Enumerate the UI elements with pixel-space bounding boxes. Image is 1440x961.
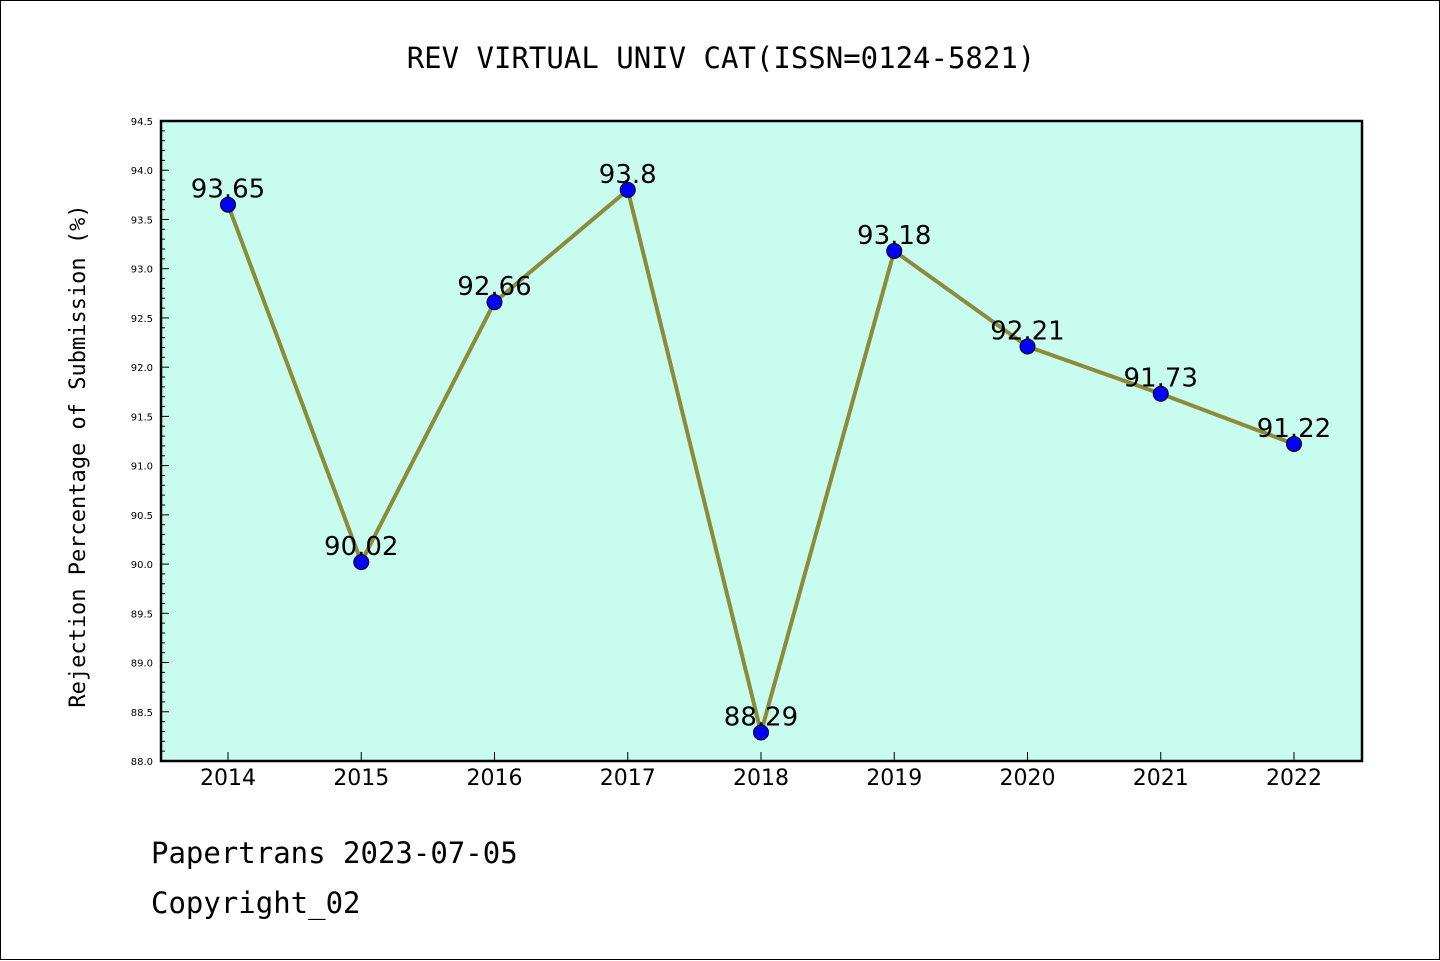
x-axis: 2014 2015 2016 2017 2018 2019 2020 2021 2022 bbox=[200, 752, 1322, 791]
y-axis-label: Rejection Percentage of Submission (%) bbox=[66, 204, 91, 707]
data-labels: 93.65 90.02 92.66 93.8 88.29 93.18 92.21 91.73 9… bbox=[191, 160, 1331, 733]
y-tick-label: 90.5 bbox=[131, 511, 153, 522]
x-tick-label: 2021 bbox=[1133, 766, 1189, 791]
x-tick-label: 2017 bbox=[600, 766, 656, 791]
y-tick-label: 89.5 bbox=[131, 609, 153, 620]
y-tick-label: 94.0 bbox=[131, 166, 153, 177]
data-point bbox=[1019, 338, 1036, 355]
y-tick-label: 92.5 bbox=[131, 314, 153, 325]
data-point bbox=[1286, 435, 1302, 452]
data-point bbox=[619, 181, 636, 198]
chart-title: REV VIRTUAL UNIV CAT(ISSN=0124-5821) bbox=[407, 41, 1036, 75]
data-label: 93.8 bbox=[599, 160, 657, 190]
y-tick-label: 94.5 bbox=[131, 117, 153, 128]
data-point bbox=[886, 242, 903, 259]
data-label: 91.22 bbox=[1257, 414, 1331, 444]
plot-border bbox=[159, 119, 1364, 763]
data-label: 92.66 bbox=[457, 272, 531, 302]
y-tick-label: 92.0 bbox=[131, 363, 153, 374]
x-tick-label: 2015 bbox=[333, 766, 389, 791]
y-tick-label: 90.0 bbox=[131, 560, 153, 571]
y-axis: 88.0 88.5 89.0 89.5 90.0 90.5 91.0 91.5 92.0 92.5… bbox=[131, 117, 169, 768]
series-markers bbox=[220, 181, 1302, 741]
x-tick-label: 2016 bbox=[467, 766, 523, 791]
data-point bbox=[1152, 385, 1169, 402]
y-tick-label: 89.0 bbox=[131, 659, 153, 670]
footer-copyright: Copyright_02 bbox=[151, 886, 361, 920]
y-tick-label: 91.0 bbox=[131, 462, 153, 473]
y-tick-label: 91.5 bbox=[131, 412, 153, 423]
data-point bbox=[353, 554, 370, 571]
data-label: 93.65 bbox=[191, 175, 265, 205]
y-tick-label: 93.5 bbox=[131, 215, 153, 226]
x-tick-label: 2020 bbox=[1000, 766, 1056, 791]
y-tick-label: 88.0 bbox=[131, 757, 153, 768]
plot-area bbox=[161, 121, 1362, 761]
data-label: 91.73 bbox=[1124, 364, 1198, 394]
data-label: 92.21 bbox=[990, 316, 1064, 346]
data-point bbox=[220, 196, 236, 213]
y-tick-label: 88.5 bbox=[131, 708, 153, 719]
x-tick-label: 2014 bbox=[200, 766, 256, 791]
data-label: 93.18 bbox=[857, 221, 931, 251]
x-tick-label: 2018 bbox=[733, 766, 789, 791]
data-label: 90.02 bbox=[324, 532, 398, 562]
data-point bbox=[753, 724, 769, 741]
data-label: 88.29 bbox=[724, 702, 798, 732]
data-point bbox=[486, 294, 503, 311]
footer-date: Papertrans 2023-07-05 bbox=[151, 836, 518, 870]
x-tick-label: 2022 bbox=[1266, 766, 1322, 791]
y-tick-label: 93.0 bbox=[131, 265, 153, 276]
x-tick-label: 2019 bbox=[866, 766, 922, 791]
